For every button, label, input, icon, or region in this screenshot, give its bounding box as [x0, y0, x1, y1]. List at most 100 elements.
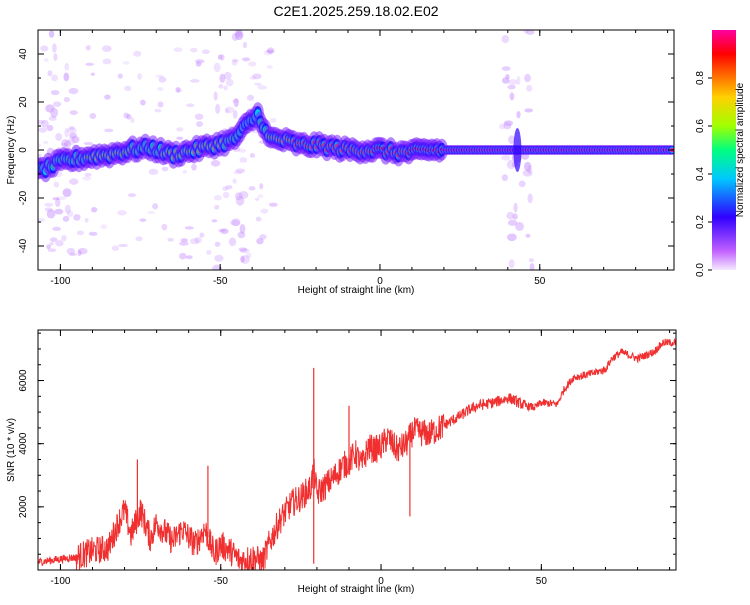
- colorbar-ticks: 0.0 0.2 0.4 0.6 0.8: [695, 71, 712, 277]
- heatmap-noise: [190, 79, 200, 83]
- heatmap-noise: [46, 124, 54, 132]
- heatmap-noise: [69, 132, 77, 139]
- heatmap-noise: [179, 241, 189, 246]
- heatmap-noise: [152, 203, 159, 210]
- heatmap-noise: [256, 237, 264, 245]
- heatmap-band-speck: [506, 233, 517, 242]
- heatmap-band-speck: [71, 136, 80, 144]
- heatmap-noise: [102, 45, 112, 52]
- heatmap-band-speck: [213, 91, 218, 101]
- heatmap-noise: [254, 197, 260, 201]
- heatmap-band-speck: [501, 34, 510, 44]
- heatmap-noise: [248, 61, 257, 67]
- x-tick-label: 50: [536, 576, 548, 587]
- x-tick-label: -100: [50, 576, 70, 587]
- heatmap-band-speck: [518, 180, 526, 188]
- colorbar-label: Normalized spectral amplitude: [735, 82, 746, 217]
- heatmap-noise: [88, 231, 98, 236]
- heatmap-band-speck: [508, 259, 515, 269]
- heatmap-noise: [38, 143, 41, 148]
- heatmap-noise: [239, 248, 250, 254]
- heatmap-noise: [180, 238, 188, 243]
- heatmap-noise: [117, 210, 127, 216]
- heatmap-noise: [213, 195, 222, 201]
- heatmap-band-speck: [69, 110, 78, 116]
- heatmap-noise: [67, 127, 77, 134]
- heatmap-noise: [252, 73, 262, 80]
- heatmap-noise: [157, 101, 164, 108]
- heatmap-band-speck: [224, 106, 235, 114]
- heatmap-noise: [82, 175, 92, 181]
- heatmap-band-speck: [524, 161, 532, 172]
- heatmap-noise: [56, 196, 67, 201]
- heatmap-noise: [118, 243, 128, 248]
- heatmap-band-speck: [55, 240, 64, 247]
- heatmap-band-speck: [44, 202, 54, 207]
- heatmap-band-speck: [529, 258, 534, 263]
- y-tick-label: 40: [18, 48, 29, 60]
- heatmap-band-speck: [527, 193, 533, 204]
- heatmap-band-speck: [214, 205, 220, 210]
- heatmap-band-speck: [231, 60, 238, 66]
- heatmap-band-speck: [501, 174, 509, 182]
- heatmap-band-speck: [238, 247, 248, 252]
- heatmap-noise: [135, 236, 143, 242]
- heatmap-noise: [89, 112, 97, 119]
- heatmap-noise: [49, 241, 54, 246]
- heatmap-noise: [69, 252, 77, 256]
- heatmap-noise: [43, 140, 49, 145]
- heatmap-noise: [43, 58, 49, 63]
- heatmap-band-speck: [44, 207, 53, 212]
- heatmap-band-speck: [68, 126, 75, 131]
- heatmap-noise: [196, 121, 203, 128]
- heatmap-noise: [201, 49, 210, 55]
- heatmap-noise: [161, 166, 169, 172]
- heatmap-noise: [73, 214, 81, 221]
- heatmap-noise: [257, 85, 267, 90]
- y-tick-label: -40: [18, 238, 29, 253]
- heatmap-band-speck: [222, 191, 230, 199]
- heatmap-band-speck: [225, 185, 233, 190]
- heatmap-noise: [61, 142, 68, 147]
- heatmap-band-speck: [46, 209, 56, 219]
- heatmap-band-speck: [512, 213, 518, 220]
- heatmap-noise: [255, 216, 262, 222]
- heatmap-band-speck: [69, 178, 79, 185]
- heatmap-noise: [266, 65, 273, 70]
- heatmap-band-speck: [522, 30, 529, 34]
- heatmap-band-speck: [233, 98, 239, 108]
- snr-axes: -100 -50 0 50 2000 4000 6000: [18, 330, 676, 587]
- y-tick-label: 2000: [18, 495, 29, 518]
- heatmap-band-speck: [62, 188, 72, 197]
- heatmap-band-speck: [53, 101, 62, 107]
- heatmap-noise: [84, 172, 92, 177]
- spectrogram-heatmap: [38, 30, 674, 270]
- heatmap-band-speck: [52, 43, 57, 53]
- heatmap-band-speck: [515, 221, 524, 231]
- heatmap-noise: [259, 234, 267, 240]
- snr-spikes: [136, 367, 411, 564]
- heatmap-noise: [77, 250, 82, 256]
- heatmap-band-speck: [527, 165, 532, 174]
- heatmap-noise: [249, 75, 257, 80]
- heatmap-band-speck: [230, 219, 240, 226]
- heatmap-band-speck: [64, 140, 72, 149]
- heatmap-band-speck: [242, 41, 248, 49]
- colorbar-tick-label: 0.2: [695, 215, 706, 229]
- heatmap-noise: [47, 248, 57, 252]
- heatmap-band-speck: [61, 139, 70, 148]
- heatmap-noise: [184, 226, 194, 230]
- colorbar-gradient: [712, 30, 736, 270]
- x-tick-label: 0: [378, 576, 384, 587]
- heatmap-band-speck: [507, 219, 518, 226]
- heatmap-noise: [238, 148, 247, 153]
- heatmap-noise: [248, 186, 256, 191]
- heatmap-band-speck: [501, 154, 511, 161]
- heatmap-band-speck: [501, 66, 511, 71]
- y-tick-label: 0: [18, 147, 29, 153]
- heatmap-band-speck: [507, 84, 516, 90]
- heatmap-band-speck: [522, 169, 533, 177]
- heatmap-noise: [173, 47, 183, 52]
- heatmap-band-speck: [64, 127, 69, 138]
